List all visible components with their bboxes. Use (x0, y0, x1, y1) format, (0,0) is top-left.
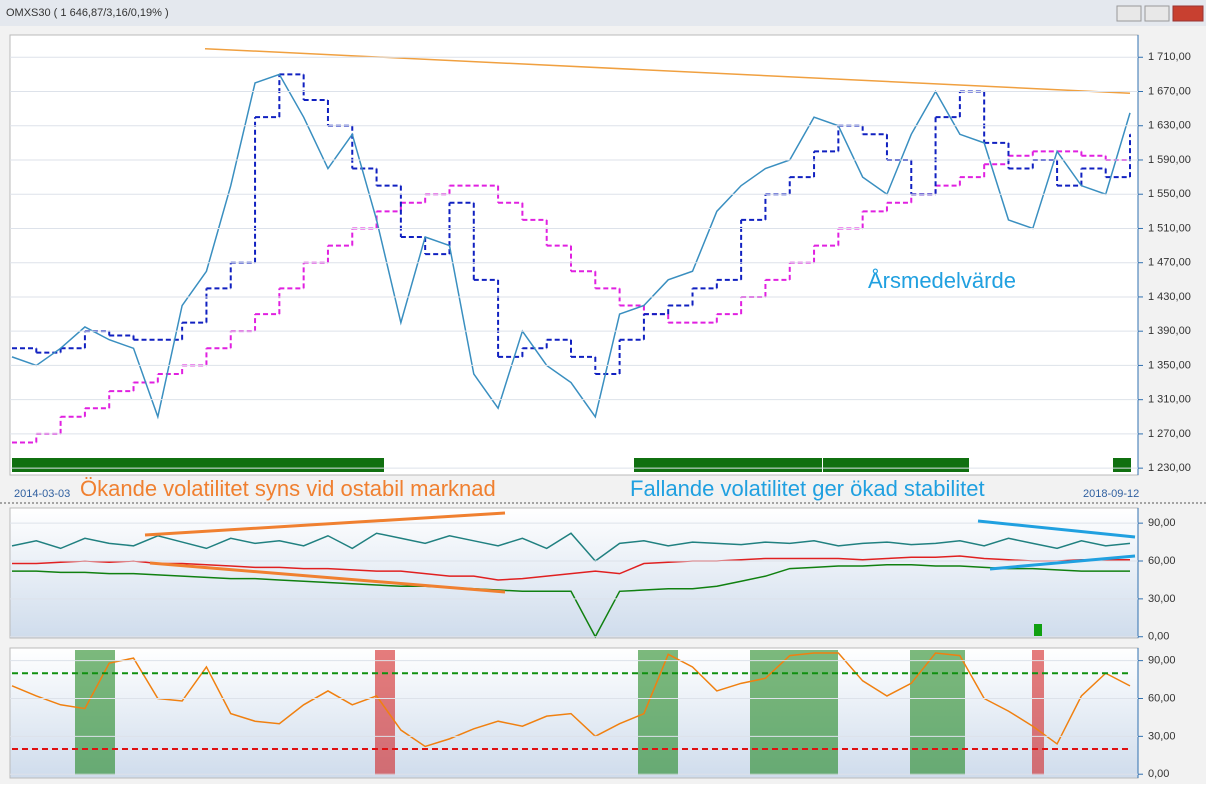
zone (1032, 650, 1044, 775)
y-tick-label: 1 630,00 (1148, 120, 1191, 132)
y-tick-label: 1 230,00 (1148, 462, 1191, 474)
signal-bar (1113, 458, 1131, 472)
y-tick-label: 1 310,00 (1148, 394, 1191, 406)
y-tick-label: 1 350,00 (1148, 359, 1191, 371)
price-panel (9, 34, 1139, 476)
trend-line (204, 47, 1131, 94)
y-tick-label: 60,00 (1148, 692, 1176, 704)
series-line (11, 73, 1131, 420)
zone (75, 650, 115, 775)
oscillator-panel (9, 647, 1139, 779)
series-line (11, 532, 1131, 563)
y-tick-label: 0,00 (1148, 631, 1169, 643)
y-tick-label: 30,00 (1148, 730, 1176, 742)
signal-bar (823, 458, 969, 472)
annotation-line (977, 519, 1136, 539)
y-tick-label: 0,00 (1148, 768, 1169, 780)
annotation: Årsmedelvärde (868, 268, 1016, 293)
series-line (12, 555, 1130, 581)
close-button[interactable] (1172, 5, 1204, 22)
y-tick-label: 1 670,00 (1148, 85, 1191, 97)
series-line (12, 564, 1130, 639)
zone (910, 650, 965, 775)
y-tick-label: 1 270,00 (1148, 428, 1191, 440)
signal-bar (634, 458, 822, 472)
title-bar (0, 0, 1206, 26)
y-tick-label: 1 550,00 (1148, 188, 1191, 200)
x-label: 2018-09-12 (1083, 488, 1139, 500)
y-tick-label: 90,00 (1148, 517, 1176, 529)
zone (375, 650, 395, 775)
y-tick-label: 1 710,00 (1148, 51, 1191, 63)
series-line (11, 652, 1131, 748)
annotation-line (144, 511, 506, 537)
y-tick-label: 1 590,00 (1148, 154, 1191, 166)
zone (750, 650, 838, 775)
y-tick-label: 1 390,00 (1148, 325, 1191, 337)
y-tick-label: 1 430,00 (1148, 291, 1191, 303)
annotation: Fallande volatilitet ger ökad stabilitet (630, 476, 985, 501)
annotation: Ökande volatilitet syns vid ostabil mark… (80, 476, 496, 501)
y-tick-label: 30,00 (1148, 593, 1176, 605)
annotation-line (149, 561, 506, 594)
x-label: 2014-03-03 (14, 488, 70, 500)
y-tick-label: 90,00 (1148, 655, 1176, 667)
y-tick-label: 1 510,00 (1148, 222, 1191, 234)
y-tick-label: 1 470,00 (1148, 257, 1191, 269)
annotation-line (989, 554, 1136, 571)
y-tick-label: 60,00 (1148, 555, 1176, 567)
signal-bar (1034, 624, 1042, 636)
minimize-button[interactable] (1116, 5, 1142, 22)
signal-bar (12, 458, 384, 472)
window-title: OMXS30 ( 1 646,87/3,16/0,19% ) (6, 7, 169, 19)
maximize-button[interactable] (1144, 5, 1170, 22)
